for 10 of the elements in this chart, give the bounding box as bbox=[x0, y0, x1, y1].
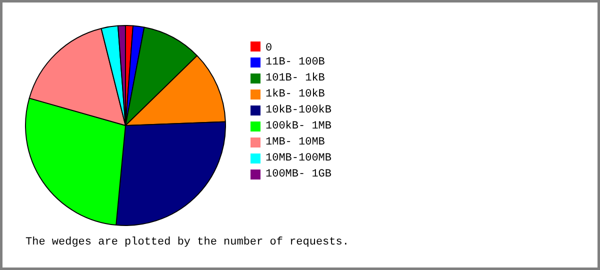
legend-label: 1kB- 10kB bbox=[266, 88, 326, 100]
legend-label: 0 bbox=[266, 42, 272, 54]
legend-label: 100MB- 1GB bbox=[266, 168, 332, 180]
legend-label: 1MB- 10MB bbox=[266, 136, 326, 148]
legend-label: 10MB-100MB bbox=[266, 152, 332, 164]
legend-label: 101B- 1kB bbox=[266, 72, 326, 84]
text: The wedges are plotted by the number of requests. bbox=[26, 236, 349, 248]
legend-label: 10kB-100kB bbox=[266, 104, 332, 116]
legend-label: 11B- 100B bbox=[266, 56, 326, 68]
legend-label: 100kB- 1MB bbox=[266, 120, 332, 132]
